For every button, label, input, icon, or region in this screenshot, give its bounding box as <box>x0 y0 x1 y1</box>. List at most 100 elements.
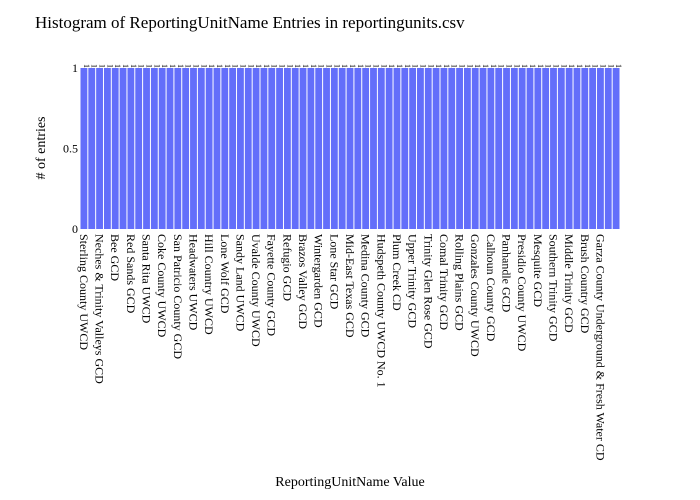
bar-data-label: 1 <box>465 64 474 68</box>
x-axis-ticks: Sterling County UWCD Neches & Trinity Val… <box>77 234 608 461</box>
bar-data-label: 1 <box>559 64 568 68</box>
y-tick-label: 0 <box>72 222 78 236</box>
x-tick-label: Presidio County UWCD <box>515 234 529 352</box>
histogram-bar <box>510 68 518 229</box>
x-tick-label: Red Sands GCD <box>124 234 138 314</box>
bar-data-label: 1 <box>184 64 193 68</box>
bar-data-label: 1 <box>473 64 482 68</box>
histogram-bar <box>604 68 612 229</box>
histogram-bar <box>526 68 534 229</box>
histogram-bar <box>581 68 589 229</box>
x-tick-label: Garza County Underground & Fresh Water C… <box>593 234 607 461</box>
y-tick-label: 1 <box>72 61 78 75</box>
histogram-bar <box>487 68 495 229</box>
histogram-bar <box>197 68 205 229</box>
bar-data-label: 1 <box>105 64 114 68</box>
bar-data-label: 1 <box>442 64 451 68</box>
y-axis-title: # of entries <box>34 117 49 180</box>
histogram-bar <box>565 68 573 229</box>
histogram-bar <box>393 68 401 229</box>
x-tick-label: Wintergarden GCD <box>312 234 326 328</box>
histogram-bar <box>479 68 487 229</box>
histogram-bar <box>276 68 283 229</box>
histogram-bar <box>354 68 362 229</box>
histogram-bar <box>377 68 385 229</box>
bar-data-label: 1 <box>614 64 623 68</box>
histogram-bar <box>96 68 103 229</box>
histogram-bar <box>80 68 88 229</box>
x-tick-label: Upper Trinity GCD <box>406 234 420 328</box>
bar-data-label: 1 <box>356 64 365 68</box>
bar-data-label: 1 <box>207 64 216 68</box>
bar-data-label: 1 <box>191 64 200 68</box>
bar-data-label: 1 <box>520 64 529 68</box>
histogram-bar <box>417 68 424 229</box>
histogram-bar <box>260 68 268 229</box>
bar-data-label: 1 <box>121 64 130 68</box>
bar-data-label: 1 <box>152 64 161 68</box>
histogram-bar <box>338 68 346 229</box>
histogram-bar <box>557 68 565 229</box>
histogram-bar <box>119 68 127 229</box>
bar-data-label: 1 <box>567 64 576 68</box>
bar-data-label: 1 <box>325 64 334 68</box>
x-tick-label: Rolling Plains GCD <box>453 234 467 331</box>
bar-data-label: 1 <box>505 64 514 68</box>
bar-data-label: 1 <box>270 64 279 68</box>
bar-data-label: 1 <box>379 64 388 68</box>
histogram-bar <box>150 68 158 229</box>
histogram-bar <box>323 68 330 229</box>
histogram-bar <box>111 68 119 229</box>
bar-data-label: 1 <box>254 64 263 68</box>
bar-data-label: 1 <box>145 64 154 68</box>
histogram-bar <box>573 68 581 229</box>
histogram-bar <box>503 68 510 229</box>
histogram-bar <box>268 68 276 229</box>
bar-data-label: 1 <box>450 64 459 68</box>
bar-data-label: 1 <box>426 64 435 68</box>
x-tick-label: Calhoun County GCD <box>484 234 498 342</box>
x-tick-label: Lone Wolf GCD <box>218 234 232 314</box>
bar-data-label: 1 <box>591 64 600 68</box>
histogram-bar <box>166 68 174 229</box>
bar-data-label: 1 <box>364 64 373 68</box>
x-tick-label: Brazos Valley GCD <box>296 234 310 329</box>
data-labels-layer: 1111111111111111111111111111111111111111… <box>82 64 623 68</box>
bar-data-label: 1 <box>160 64 169 68</box>
x-tick-label: Bee GCD <box>108 234 122 281</box>
histogram-bar <box>401 68 409 229</box>
histogram-bar <box>440 68 448 229</box>
bar-data-label: 1 <box>285 64 294 68</box>
histogram-bar <box>385 68 393 229</box>
bar-data-label: 1 <box>411 64 420 68</box>
histogram-bar <box>291 68 299 229</box>
histogram-bar <box>534 68 542 229</box>
bar-data-label: 1 <box>238 64 247 68</box>
bar-data-label: 1 <box>223 64 232 68</box>
histogram-bar <box>205 68 213 229</box>
histogram-bar <box>182 68 190 229</box>
bar-data-label: 1 <box>113 64 122 68</box>
x-axis-title: ReportingUnitName Value <box>275 475 424 490</box>
x-tick-label: Lone Star GCD <box>327 234 341 310</box>
histogram-bar <box>174 68 182 229</box>
bar-data-label: 1 <box>536 64 545 68</box>
bar-data-label: 1 <box>551 64 560 68</box>
histogram-bar <box>229 68 237 229</box>
bar-data-label: 1 <box>458 64 467 68</box>
bar-data-label: 1 <box>434 64 443 68</box>
bar-data-label: 1 <box>301 64 310 68</box>
histogram-bar <box>252 68 260 229</box>
histogram-bar <box>237 68 244 229</box>
bar-data-label: 1 <box>371 64 380 68</box>
histogram-bar <box>135 68 143 229</box>
histogram-bar <box>542 68 550 229</box>
histogram-bar <box>463 68 471 229</box>
bar-data-label: 1 <box>262 64 271 68</box>
bar-data-label: 1 <box>403 64 412 68</box>
bar-data-label: 1 <box>497 64 506 68</box>
x-tick-label: Headwaters UWCD <box>186 234 200 331</box>
histogram-bar <box>409 68 417 229</box>
bar-data-label: 1 <box>575 64 584 68</box>
bar-data-label: 1 <box>309 64 318 68</box>
